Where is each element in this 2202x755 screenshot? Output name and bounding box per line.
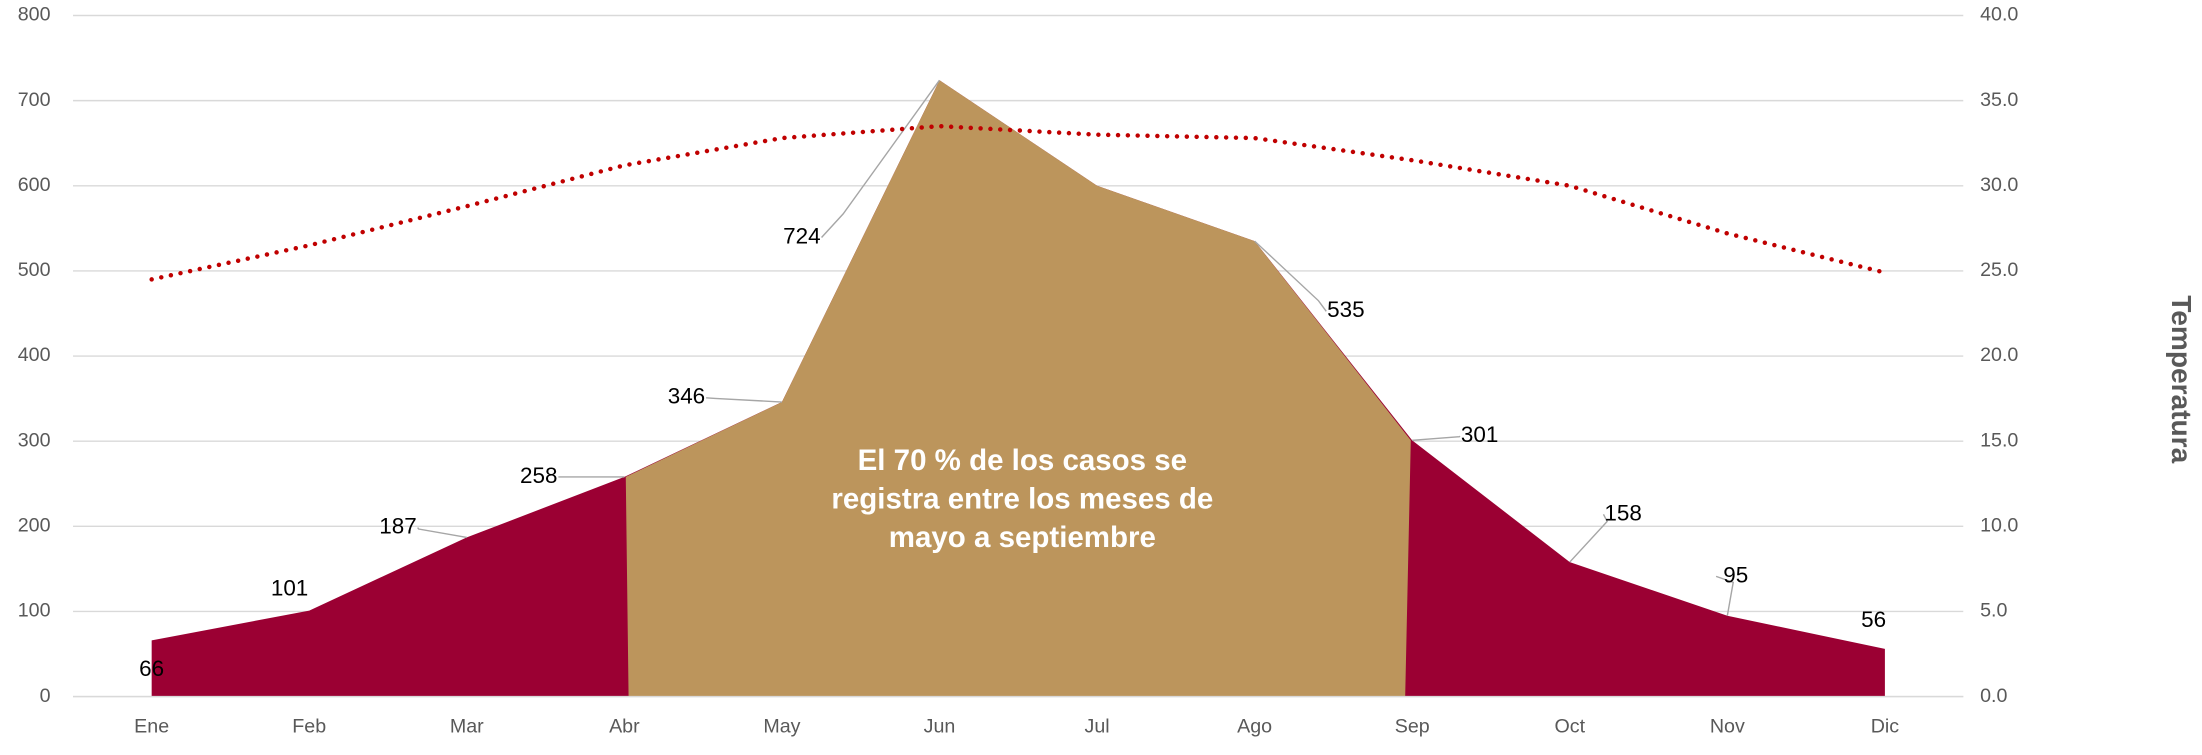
y2-tick-label: 25.0 [1980, 259, 2018, 281]
y2-tick-label: 40.0 [1980, 4, 2018, 26]
data-label: 724 [783, 223, 820, 248]
leader-line [1569, 514, 1608, 563]
temperature-line [149, 123, 1888, 282]
y-tick-label: 300 [18, 429, 51, 451]
data-label: 56 [1861, 607, 1886, 632]
x-tick-label: Jun [924, 716, 956, 738]
y2-tick-label: 20.0 [1980, 344, 2018, 366]
x-tick-label: Sep [1395, 716, 1430, 738]
leader-line [1412, 435, 1461, 442]
highlight-area [625, 80, 1411, 697]
y-tick-label: 700 [18, 89, 51, 111]
leader-line [821, 79, 941, 238]
y2-tick-label: 0.0 [1980, 685, 2007, 707]
leader-line [706, 397, 782, 403]
data-label: 66 [139, 656, 164, 681]
y-tick-label: 200 [18, 515, 51, 537]
y2-tick-label: 10.0 [1980, 515, 2018, 537]
x-tick-label: Dic [1871, 716, 1900, 738]
data-label: 535 [1327, 297, 1364, 322]
x-tick-label: May [763, 716, 800, 738]
y2-tick-label: 15.0 [1980, 429, 2018, 451]
data-label: 101 [271, 575, 308, 600]
y2-tick-label: 5.0 [1980, 600, 2007, 622]
x-tick-label: Ene [134, 716, 169, 738]
x-tick-label: Oct [1554, 716, 1585, 738]
y2-axis-label: Temperatura [2166, 295, 2197, 463]
x-tick-label: Nov [1710, 716, 1745, 738]
y2-tick-label: 35.0 [1980, 89, 2018, 111]
annotation: registra entre los meses de [831, 482, 1213, 515]
y-tick-label: 100 [18, 600, 51, 622]
data-label: 187 [379, 513, 416, 538]
data-label: 158 [1604, 500, 1641, 525]
data-label: 258 [520, 463, 557, 488]
x-tick-label: Mar [450, 716, 484, 738]
data-label: 346 [668, 384, 705, 409]
y-tick-label: 400 [18, 344, 51, 366]
y2-tick-label: 30.0 [1980, 174, 2018, 196]
y-tick-label: 800 [18, 4, 51, 26]
data-label: 95 [1723, 562, 1748, 587]
annotation: mayo a septiembre [889, 521, 1156, 554]
leader-line [417, 527, 467, 539]
x-tick-label: Ago [1237, 716, 1272, 738]
leader-line [1254, 240, 1327, 312]
annotation: El 70 % de los casos se [858, 444, 1187, 477]
x-tick-label: Jul [1084, 716, 1109, 738]
x-tick-label: Abr [609, 716, 640, 738]
y-tick-label: 500 [18, 259, 51, 281]
leader-line [1715, 575, 1735, 616]
data-label: 301 [1461, 422, 1498, 447]
x-tick-label: Feb [292, 716, 326, 738]
y-tick-label: 0 [40, 685, 51, 707]
y-tick-label: 600 [18, 174, 51, 196]
